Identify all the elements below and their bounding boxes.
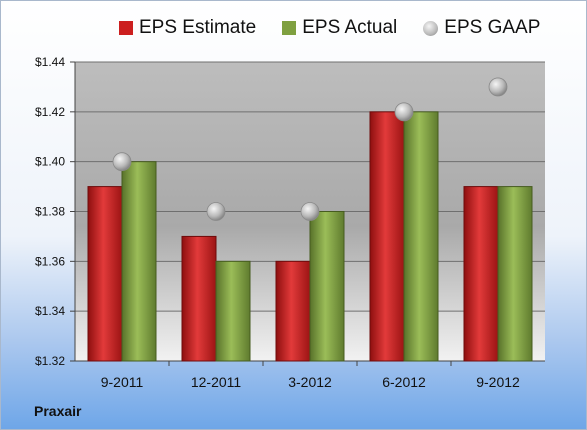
legend-item-actual: EPS Actual [282, 17, 397, 39]
y-tick-label: $1.34 [35, 304, 65, 318]
legend-label-actual: EPS Actual [302, 17, 398, 38]
x-category-label: 3-2012 [288, 374, 332, 390]
marker-eps-gaap [488, 77, 508, 97]
x-category-label: 6-2012 [382, 374, 426, 390]
x-category-label: 9-2012 [476, 374, 520, 390]
x-category-label: 9-2011 [101, 374, 144, 390]
y-tick-label: $1.32 [35, 354, 65, 368]
marker-eps-gaap [394, 102, 414, 122]
legend-swatch-estimate [119, 21, 133, 35]
bar-eps-actual [497, 186, 533, 362]
legend-swatch-actual [282, 21, 297, 35]
legend-label-gaap: EPS GAAP [444, 17, 541, 38]
y-tick-label: $1.36 [35, 254, 65, 268]
marker-eps-gaap [112, 152, 132, 172]
bar-eps-estimate [275, 260, 311, 362]
marker-eps-gaap [206, 202, 226, 221]
legend-label-estimate: EPS Estimate [139, 17, 257, 38]
legend-item-estimate: EPS Estimate [119, 17, 256, 39]
y-tick-label: $1.42 [35, 105, 65, 119]
legend: EPS Estimate EPS Actual EPS GAAP [119, 17, 540, 39]
legend-swatch-gaap [423, 20, 439, 36]
y-tick-label: $1.44 [35, 55, 65, 69]
bar-eps-estimate [463, 186, 499, 362]
marker-eps-gaap [300, 202, 320, 221]
y-tick-label: $1.40 [35, 155, 65, 169]
bar-eps-actual [403, 111, 439, 362]
bar-eps-estimate [87, 186, 123, 362]
x-category-label: 12-2011 [191, 374, 242, 390]
bar-eps-estimate [181, 235, 217, 362]
bar-eps-estimate [369, 111, 405, 362]
y-tick-label: $1.38 [35, 205, 65, 219]
bar-eps-actual [309, 211, 345, 362]
bar-eps-actual [215, 260, 251, 362]
bar-eps-actual [121, 161, 157, 362]
legend-item-gaap: EPS GAAP [423, 17, 540, 39]
company-label: Praxair [34, 403, 82, 419]
